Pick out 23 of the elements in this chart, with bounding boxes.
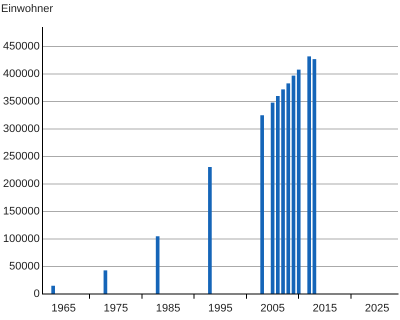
x-tick-label: 1985: [156, 302, 180, 314]
x-tick-label: 1965: [51, 302, 76, 314]
y-tick-label: 150000: [2, 205, 40, 218]
bar: [51, 286, 55, 294]
y-tick-label: 50000: [9, 260, 40, 272]
y-tick-label: 0: [34, 288, 40, 300]
y-axis-title: Einwohner: [1, 3, 53, 15]
bar: [208, 166, 212, 294]
x-tick-label: 2005: [260, 302, 285, 314]
bar: [156, 236, 160, 294]
x-tick-label: 1975: [104, 302, 128, 314]
x-tick-label: 1995: [208, 302, 233, 314]
y-tick-label: 400000: [2, 68, 40, 80]
y-tick-label: 250000: [2, 150, 40, 162]
bar: [104, 270, 108, 294]
y-tick-label: 450000: [2, 40, 40, 52]
bar: [260, 115, 264, 294]
y-tick-label: 200000: [2, 178, 40, 190]
y-tick-label: 100000: [2, 232, 40, 245]
x-tick-label: 2015: [312, 302, 338, 314]
y-tick-label: 350000: [2, 95, 40, 108]
y-tick-label: 300000: [2, 122, 40, 135]
x-tick-label: 2025: [364, 302, 390, 314]
